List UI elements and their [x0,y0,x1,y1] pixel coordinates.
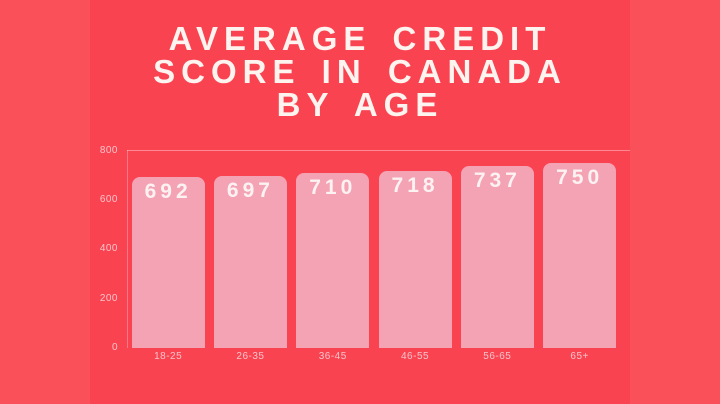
bar-value-label: 710 [309,175,357,199]
y-tick-400: 400 [99,243,118,255]
gridline-800 [127,150,630,151]
bar-65+: 750 [543,162,617,348]
chart-title: AVERAGE CREDIT SCORE IN CANADA BY AGE [90,22,630,121]
bar-value-label: 737 [473,169,521,193]
title-line-2: SCORE IN CANADA [153,53,567,90]
y-tick-800: 800 [99,144,118,156]
x-tick-26-35: 26-35 [236,351,265,362]
x-tick-46-55: 46-55 [401,351,430,362]
bar-value-label: 750 [556,165,604,189]
x-tick-18-25: 18-25 [154,351,183,362]
bar-46-55: 718 [378,170,452,348]
title-line-3: BY AGE [276,86,444,123]
bar-18-25: 692 [131,177,205,348]
bar-56-65: 737 [460,166,534,348]
y-axis-line [127,150,128,348]
x-tick-36-45: 36-45 [318,351,347,362]
x-tick-56-65: 56-65 [483,351,512,362]
title-line-1: AVERAGE CREDIT [168,20,552,57]
x-tick-65+: 65+ [570,351,589,362]
y-tick-600: 600 [99,193,118,205]
y-tick-200: 200 [99,292,118,304]
bar-value-label: 692 [144,180,192,204]
bar-26-35: 697 [213,175,287,348]
bar-value-label: 697 [226,178,274,202]
bar-value-label: 718 [391,173,439,197]
y-tick-0: 0 [111,342,118,353]
bar-36-45: 710 [296,172,370,348]
